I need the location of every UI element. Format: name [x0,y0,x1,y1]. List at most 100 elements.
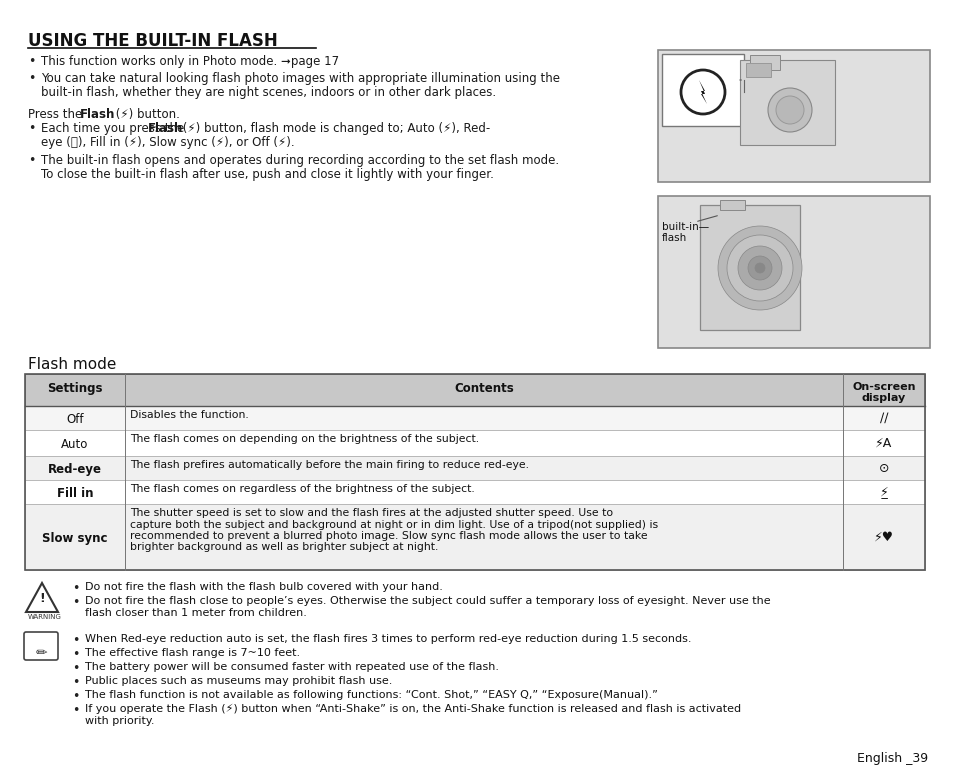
Bar [842,406,924,430]
Text: Do not fire the flash with the flash bulb covered with your hand.: Do not fire the flash with the flash bul… [85,582,442,592]
Text: ⚡̲: ⚡̲ [879,486,887,499]
Bar [125,374,842,406]
Bar [658,196,929,348]
Bar [25,374,125,406]
Text: Each time you press the: Each time you press the [41,122,188,135]
Bar [125,456,842,480]
Text: The battery power will be consumed faster with repeated use of the flash.: The battery power will be consumed faste… [85,662,498,672]
Text: ⚡♥: ⚡♥ [873,531,893,544]
Text: USING THE BUILT-IN FLASH: USING THE BUILT-IN FLASH [28,32,277,50]
Text: •: • [71,648,79,661]
FancyBboxPatch shape [24,632,58,660]
Text: The built-in flash opens and operates during recording according to the set flas: The built-in flash opens and operates du… [41,154,558,167]
Text: capture both the subject and background at night or in dim light. Use of a tripo: capture both the subject and background … [130,519,658,529]
Bar [25,374,924,570]
Text: •: • [28,122,35,135]
Polygon shape [699,80,706,104]
Text: •: • [71,662,79,675]
Text: Flash mode: Flash mode [28,357,116,372]
Text: To close the built-in flash after use, push and close it lightly with your finge: To close the built-in flash after use, p… [41,168,494,181]
Bar [125,406,842,430]
Text: ✏: ✏ [35,646,47,660]
Text: Flash: Flash [148,122,183,135]
Text: •: • [71,634,79,647]
Text: Flash: Flash [80,108,115,121]
Text: !: ! [39,592,45,605]
Bar [661,54,743,126]
Bar [25,406,125,430]
Text: (⚡) button, flash mode is changed to; Auto (⚡), Red-: (⚡) button, flash mode is changed to; Au… [179,122,490,135]
Text: English _39: English _39 [856,752,927,765]
Text: flash: flash [661,233,686,243]
Circle shape [726,235,792,301]
Bar [25,504,125,570]
Text: The shutter speed is set to slow and the flash fires at the adjusted shutter spe: The shutter speed is set to slow and the… [130,508,613,518]
Text: The flash comes on regardless of the brightness of the subject.: The flash comes on regardless of the bri… [130,484,475,494]
Text: built-in—: built-in— [661,222,708,232]
Bar [658,50,929,182]
Text: brighter background as well as brighter subject at night.: brighter background as well as brighter … [130,542,438,552]
Text: WARNING: WARNING [28,614,62,620]
Text: ⚡A: ⚡A [875,437,892,450]
Text: Auto: Auto [61,438,89,451]
Text: •: • [71,690,79,703]
Bar [720,200,744,210]
Text: If you operate the Flash (⚡) button when “Anti-Shake” is on, the Anti-Shake func: If you operate the Flash (⚡) button when… [85,704,740,714]
Text: Press the: Press the [28,108,86,121]
Text: When Red-eye reduction auto is set, the flash fires 3 times to perform red-eye r: When Red-eye reduction auto is set, the … [85,634,691,644]
Bar [749,55,780,70]
Text: built-in flash, whether they are night scenes, indoors or in other dark places.: built-in flash, whether they are night s… [41,86,496,99]
Text: Fill in: Fill in [56,487,93,500]
Text: Off: Off [66,413,84,426]
Polygon shape [26,583,58,612]
Text: You can take natural looking flash photo images with appropriate illumination us: You can take natural looking flash photo… [41,72,559,85]
Bar [25,430,125,456]
Bar [842,430,924,456]
Text: This function works only in Photo mode. ➞page 17: This function works only in Photo mode. … [41,55,338,68]
Bar [740,60,834,145]
Text: Public places such as museums may prohibit flash use.: Public places such as museums may prohib… [85,676,392,686]
Bar [25,480,125,504]
Text: ⊙: ⊙ [878,462,888,475]
Text: ∕∕: ∕∕ [879,412,887,425]
Bar [842,504,924,570]
Bar [125,504,842,570]
Text: display: display [861,393,905,403]
Bar [842,456,924,480]
Text: •: • [71,704,79,717]
Text: •: • [71,676,79,689]
Text: •: • [71,582,79,595]
Circle shape [747,256,771,280]
Text: •: • [28,55,35,68]
Circle shape [681,71,723,113]
Text: Red-eye: Red-eye [48,463,102,476]
Text: •: • [71,596,79,609]
Text: The flash comes on depending on the brightness of the subject.: The flash comes on depending on the brig… [130,434,478,444]
Text: •: • [28,72,35,85]
Bar [25,456,125,480]
Circle shape [775,96,803,124]
Bar [700,205,800,330]
Text: Disables the function.: Disables the function. [130,410,249,420]
Text: The effective flash range is 7~10 feet.: The effective flash range is 7~10 feet. [85,648,300,658]
Text: recommended to prevent a blurred photo image. Slow sync flash mode allows the us: recommended to prevent a blurred photo i… [130,531,647,541]
Text: Slow sync: Slow sync [42,532,108,545]
Text: Contents: Contents [454,382,514,395]
Text: with priority.: with priority. [85,716,154,726]
Text: •: • [28,154,35,167]
Bar [745,63,770,77]
Bar [125,480,842,504]
Text: The flash function is not available as following functions: “Cont. Shot,” “EASY : The flash function is not available as f… [85,690,658,700]
Circle shape [767,88,811,132]
Text: (⚡) button.: (⚡) button. [112,108,180,121]
Text: The flash prefires automatically before the main firing to reduce red-eye.: The flash prefires automatically before … [130,460,529,470]
Text: Settings: Settings [48,382,103,395]
Text: flash closer than 1 meter from children.: flash closer than 1 meter from children. [85,608,307,618]
Circle shape [754,263,764,273]
Text: Do not fire the flash close to people’s eyes. Otherwise the subject could suffer: Do not fire the flash close to people’s … [85,596,770,606]
Text: On-screen: On-screen [851,382,915,392]
Bar [842,480,924,504]
Bar [125,430,842,456]
Bar [842,374,924,406]
Circle shape [738,246,781,290]
